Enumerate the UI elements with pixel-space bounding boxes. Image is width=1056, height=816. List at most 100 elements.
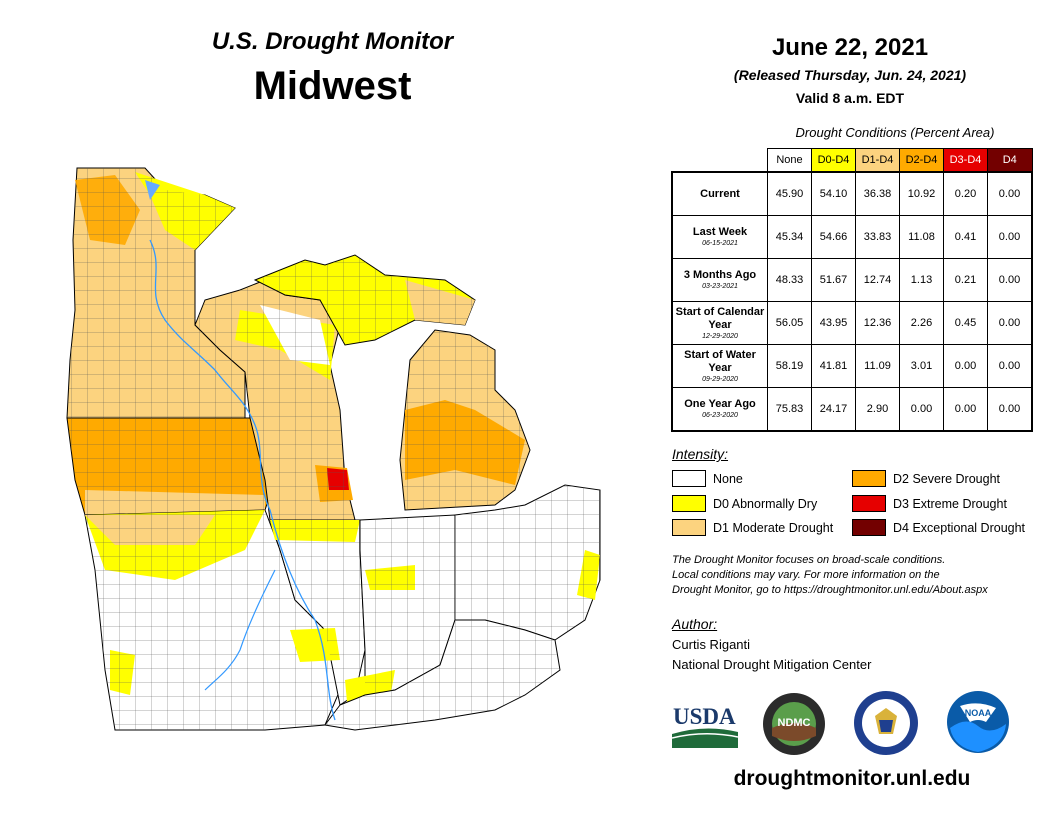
- table-cell: 0.00: [987, 215, 1033, 259]
- col-d1-d4: D1-D4: [855, 148, 900, 173]
- state-illinois: [269, 519, 366, 706]
- table-cell: 2.90: [855, 387, 900, 432]
- table-cell: 0.00: [987, 301, 1033, 345]
- table-cell: 0.41: [943, 215, 988, 259]
- row-label: 3 Months Ago 03-23-2021: [671, 258, 768, 302]
- table-cell: 2.26: [899, 301, 944, 345]
- row-label: One Year Ago 06-23-2020: [671, 387, 768, 432]
- legend-label: D4 Exceptional Drought: [893, 520, 1026, 535]
- legend-title: Intensity:: [672, 446, 729, 462]
- legend-swatch: [852, 495, 886, 512]
- row-label: Current: [671, 171, 768, 216]
- legend-label: D2 Severe Drought: [893, 471, 1001, 486]
- author-name: Curtis Riganti: [672, 637, 751, 652]
- state-kentucky: [324, 619, 561, 731]
- table-cell: 36.38: [855, 171, 900, 216]
- table-cell: 0.00: [987, 387, 1033, 432]
- legend-item-d0: D0 Abnormally Dry: [672, 495, 817, 512]
- svg-text:USDA: USDA: [673, 704, 736, 729]
- state-indiana: [345, 514, 456, 702]
- table-cell: 1.13: [899, 258, 944, 302]
- conditions-title: Drought Conditions (Percent Area): [795, 125, 995, 140]
- table-cell: 51.67: [811, 258, 856, 302]
- table-cell: 24.17: [811, 387, 856, 432]
- table-row: Start of Water Year 09-29-2020 58.19 41.8…: [671, 344, 1033, 388]
- map-date: June 22, 2021: [771, 34, 929, 61]
- legend-label: D0 Abnormally Dry: [713, 496, 818, 511]
- table-cell: 3.01: [899, 344, 944, 388]
- table-cell: 0.20: [943, 171, 988, 216]
- table-cell: 0.21: [943, 258, 988, 302]
- legend-item-d3: D3 Extreme Drought: [852, 495, 1007, 512]
- legend-swatch: [672, 495, 706, 512]
- table-cell: 0.00: [987, 171, 1033, 216]
- table-cell: 41.81: [811, 344, 856, 388]
- table-cell: 45.34: [767, 215, 812, 259]
- state-ohio: [454, 484, 601, 641]
- table-cell: 0.00: [943, 344, 988, 388]
- ndmc-logo: NDMC: [763, 693, 825, 755]
- map-title: Midwest: [253, 64, 412, 108]
- table-cell: 58.19: [767, 344, 812, 388]
- author-org: National Drought Mitigation Center: [672, 657, 872, 672]
- commerce-seal-logo: [854, 691, 918, 755]
- table-cell: 54.10: [811, 171, 856, 216]
- legend-item-d4: D4 Exceptional Drought: [852, 519, 1025, 536]
- col-d2-d4: D2-D4: [899, 148, 944, 173]
- table-cell: 45.90: [767, 171, 812, 216]
- drought-conditions-table: None D0-D4 D1-D4 D2-D4 D3-D4 D4 Current …: [671, 148, 1033, 432]
- noaa-logo: NOAA: [947, 691, 1009, 753]
- release-date: (Released Thursday, Jun. 24, 2021): [733, 67, 967, 83]
- valid-time: Valid 8 a.m. EDT: [795, 90, 905, 106]
- table-cell: 54.66: [811, 215, 856, 259]
- mississippi-river: [149, 239, 336, 721]
- table-cell: 33.83: [855, 215, 900, 259]
- table-cell: 43.95: [811, 301, 856, 345]
- author-heading: Author:: [672, 616, 718, 632]
- legend-label: D3 Extreme Drought: [893, 496, 1007, 511]
- table-cell: 0.00: [943, 387, 988, 432]
- legend-swatch: [672, 470, 706, 487]
- state-michigan-lower: [399, 329, 531, 511]
- table-cell: 11.08: [899, 215, 944, 259]
- row-label: Start of Calendar Year 12-29-2020: [671, 301, 768, 345]
- table-cell: 75.83: [767, 387, 812, 432]
- table-row: One Year Ago 06-23-2020 75.83 24.17 2.90 …: [671, 387, 1033, 432]
- note-line: Drought Monitor, go to https://droughtmo…: [672, 584, 988, 596]
- row-label: Last Week 06-15-2021: [671, 215, 768, 259]
- midwest-drought-map: [66, 167, 601, 731]
- table-row: Current 45.90 54.10 36.38 10.92 0.20 0.0…: [671, 171, 1033, 216]
- table-cell: 12.36: [855, 301, 900, 345]
- state-missouri: [84, 509, 341, 731]
- table-cell: 0.00: [987, 258, 1033, 302]
- legend-swatch: [852, 470, 886, 487]
- col-d0-d4: D0-D4: [811, 148, 856, 173]
- legend-swatch: [852, 519, 886, 536]
- state-iowa: [66, 417, 276, 516]
- legend-item-none: None: [672, 470, 743, 487]
- legend-item-d1: D1 Moderate Drought: [672, 519, 833, 536]
- lake-of-the-woods: [145, 180, 160, 200]
- map-supertitle: U.S. Drought Monitor: [211, 28, 454, 55]
- website-url[interactable]: droughtmonitor.unl.edu: [733, 767, 971, 790]
- disclaimer-note: The Drought Monitor focuses on broad-sca…: [672, 553, 1042, 598]
- state-michigan-upper: [253, 254, 476, 346]
- table-cell: 56.05: [767, 301, 812, 345]
- illinois-river: [204, 569, 276, 691]
- table-cell: 11.09: [855, 344, 900, 388]
- col-d3-d4: D3-D4: [943, 148, 988, 173]
- table-row: Start of Calendar Year 12-29-2020 56.05 4…: [671, 301, 1033, 345]
- table-header-row: None D0-D4 D1-D4 D2-D4 D3-D4 D4: [672, 148, 1033, 173]
- table-cell: 0.45: [943, 301, 988, 345]
- svg-text:NDMC: NDMC: [778, 717, 811, 729]
- legend-label: D1 Moderate Drought: [713, 520, 834, 535]
- legend-label: None: [713, 471, 743, 486]
- legend-item-d2: D2 Severe Drought: [852, 470, 1000, 487]
- table-cell: 48.33: [767, 258, 812, 302]
- note-line: Local conditions may vary. For more info…: [672, 569, 940, 581]
- svg-text:NOAA: NOAA: [965, 708, 992, 718]
- table-cell: 10.92: [899, 171, 944, 216]
- col-none: None: [767, 148, 812, 173]
- col-d4: D4: [987, 148, 1033, 173]
- legend-swatch: [672, 519, 706, 536]
